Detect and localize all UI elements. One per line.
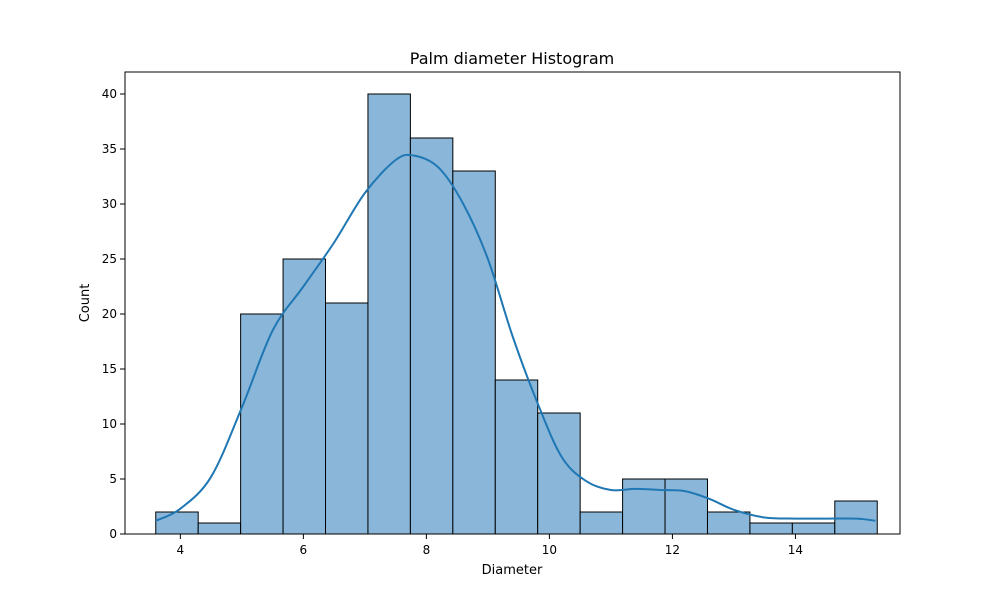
y-tick-label: 40 [102, 87, 117, 101]
y-tick-label: 0 [109, 527, 117, 541]
chart-title: Palm diameter Histogram [410, 49, 614, 68]
histogram-bar [664, 478, 708, 535]
y-tick-label: 10 [102, 417, 117, 431]
x-tick-label: 4 [177, 543, 185, 557]
histogram-bar [240, 313, 284, 535]
histogram-bar [325, 302, 369, 535]
histogram-bar [197, 522, 242, 535]
histogram-bar [622, 478, 666, 535]
histogram-bar [494, 379, 539, 535]
y-tick-label: 20 [102, 307, 117, 321]
y-tick-label: 25 [102, 252, 117, 266]
y-tick-label: 30 [102, 197, 117, 211]
y-axis-ticks: 0 5 10 15 20 25 30 35 40 [102, 87, 125, 541]
histogram-bar [537, 412, 581, 535]
histogram-bar [367, 93, 411, 535]
x-tick-label: 14 [788, 543, 803, 557]
histogram-bar [791, 522, 836, 535]
x-tick-label: 6 [300, 543, 308, 557]
y-tick-label: 35 [102, 142, 117, 156]
histogram-bar [452, 170, 496, 535]
y-tick-label: 5 [109, 472, 117, 486]
x-axis-label: Diameter [482, 563, 543, 578]
histogram-bar [706, 511, 751, 535]
x-tick-label: 10 [542, 543, 557, 557]
histogram-bar [409, 137, 454, 535]
histogram-bar [579, 511, 624, 535]
x-tick-label: 8 [423, 543, 431, 557]
histogram-bar [282, 258, 327, 535]
y-axis-label: Count [78, 284, 93, 323]
histogram-bars [155, 93, 878, 535]
histogram-bar [749, 522, 793, 535]
histogram-bar [155, 511, 199, 535]
x-tick-label: 12 [665, 543, 680, 557]
kde-curve [155, 153, 876, 522]
plot-frame [124, 71, 901, 535]
y-tick-label: 15 [102, 362, 117, 376]
x-axis-ticks: 4 6 8 10 12 14 [177, 534, 803, 557]
